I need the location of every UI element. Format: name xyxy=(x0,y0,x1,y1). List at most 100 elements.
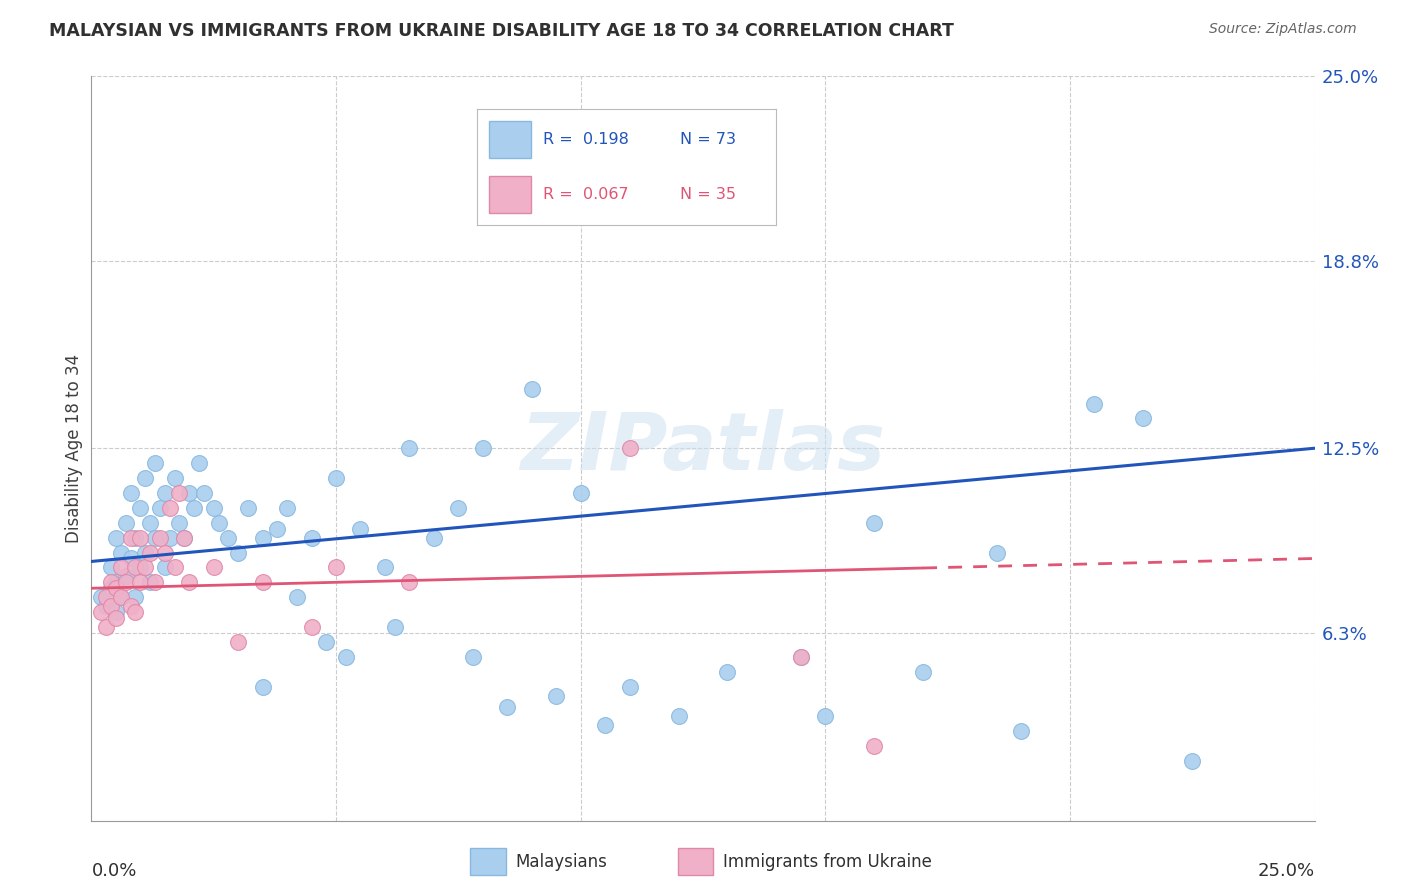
Point xyxy=(1083,396,1105,410)
Point xyxy=(325,560,347,574)
Point xyxy=(285,591,308,605)
Point xyxy=(120,531,142,545)
Point xyxy=(569,486,592,500)
Point xyxy=(202,500,225,515)
Point xyxy=(110,560,132,574)
Text: ZIPatlas: ZIPatlas xyxy=(520,409,886,487)
Text: MALAYSIAN VS IMMIGRANTS FROM UKRAINE DISABILITY AGE 18 TO 34 CORRELATION CHART: MALAYSIAN VS IMMIGRANTS FROM UKRAINE DIS… xyxy=(49,22,955,40)
Point xyxy=(252,575,274,590)
Point xyxy=(110,591,132,605)
Point xyxy=(124,531,146,545)
Point xyxy=(423,531,446,545)
Point xyxy=(546,689,568,703)
Point xyxy=(183,500,205,515)
Text: Source: ZipAtlas.com: Source: ZipAtlas.com xyxy=(1209,22,1357,37)
Text: 0.0%: 0.0% xyxy=(91,862,136,880)
Point xyxy=(90,591,112,605)
Point xyxy=(124,591,146,605)
Point xyxy=(149,500,172,515)
Point xyxy=(266,522,288,536)
Point xyxy=(1132,411,1154,425)
Point xyxy=(1010,724,1032,739)
Point xyxy=(94,599,117,614)
Point xyxy=(90,605,112,619)
FancyBboxPatch shape xyxy=(470,848,506,875)
Point xyxy=(226,635,249,649)
Point xyxy=(520,382,543,396)
Point xyxy=(94,591,117,605)
Point xyxy=(471,442,494,455)
Point xyxy=(912,665,935,679)
Point xyxy=(716,665,738,679)
Point xyxy=(447,500,470,515)
Point xyxy=(335,649,357,664)
Point xyxy=(593,718,616,732)
Point xyxy=(159,531,181,545)
Point xyxy=(104,581,127,595)
Point xyxy=(134,560,156,574)
Point xyxy=(301,531,323,545)
Point xyxy=(193,486,215,500)
Point xyxy=(349,522,371,536)
Point xyxy=(129,575,152,590)
Point xyxy=(207,516,229,530)
Point xyxy=(104,611,127,625)
Point xyxy=(325,471,347,485)
Point xyxy=(124,605,146,619)
Text: 25.0%: 25.0% xyxy=(1257,862,1315,880)
Point xyxy=(120,551,142,566)
Point xyxy=(252,531,274,545)
Point xyxy=(163,560,186,574)
Point xyxy=(114,516,136,530)
Point xyxy=(202,560,225,574)
Point xyxy=(188,456,211,470)
Point xyxy=(276,500,298,515)
Point xyxy=(384,620,406,634)
Point xyxy=(129,531,152,545)
Text: Malaysians: Malaysians xyxy=(516,853,607,871)
Point xyxy=(226,545,249,559)
Point xyxy=(619,680,641,694)
Point xyxy=(149,531,172,545)
Point xyxy=(179,575,201,590)
Point xyxy=(129,500,152,515)
Point xyxy=(374,560,396,574)
Point xyxy=(398,575,420,590)
Point xyxy=(153,560,176,574)
Point xyxy=(114,569,136,583)
Point xyxy=(1181,754,1204,768)
Point xyxy=(461,649,484,664)
Point xyxy=(94,620,117,634)
Point xyxy=(790,649,813,664)
Point xyxy=(143,531,166,545)
Point xyxy=(134,471,156,485)
Point xyxy=(236,500,259,515)
Point xyxy=(173,531,195,545)
Point xyxy=(619,442,641,455)
Point xyxy=(114,575,136,590)
FancyBboxPatch shape xyxy=(678,848,713,875)
Point xyxy=(110,591,132,605)
Point xyxy=(120,599,142,614)
Point xyxy=(863,739,886,753)
Point xyxy=(163,471,186,485)
Y-axis label: Disability Age 18 to 34: Disability Age 18 to 34 xyxy=(65,353,83,543)
Point xyxy=(496,700,519,714)
Point xyxy=(252,680,274,694)
Point xyxy=(398,442,420,455)
Point xyxy=(124,560,146,574)
Point xyxy=(139,545,162,559)
Point xyxy=(173,531,195,545)
Point xyxy=(169,486,191,500)
Point xyxy=(110,545,132,559)
Point xyxy=(179,486,201,500)
Point xyxy=(143,456,166,470)
Point xyxy=(129,560,152,574)
Point xyxy=(153,545,176,559)
Point xyxy=(139,575,162,590)
Point xyxy=(790,649,813,664)
Point xyxy=(104,575,127,590)
Point xyxy=(169,516,191,530)
Point xyxy=(315,635,337,649)
Point xyxy=(134,545,156,559)
